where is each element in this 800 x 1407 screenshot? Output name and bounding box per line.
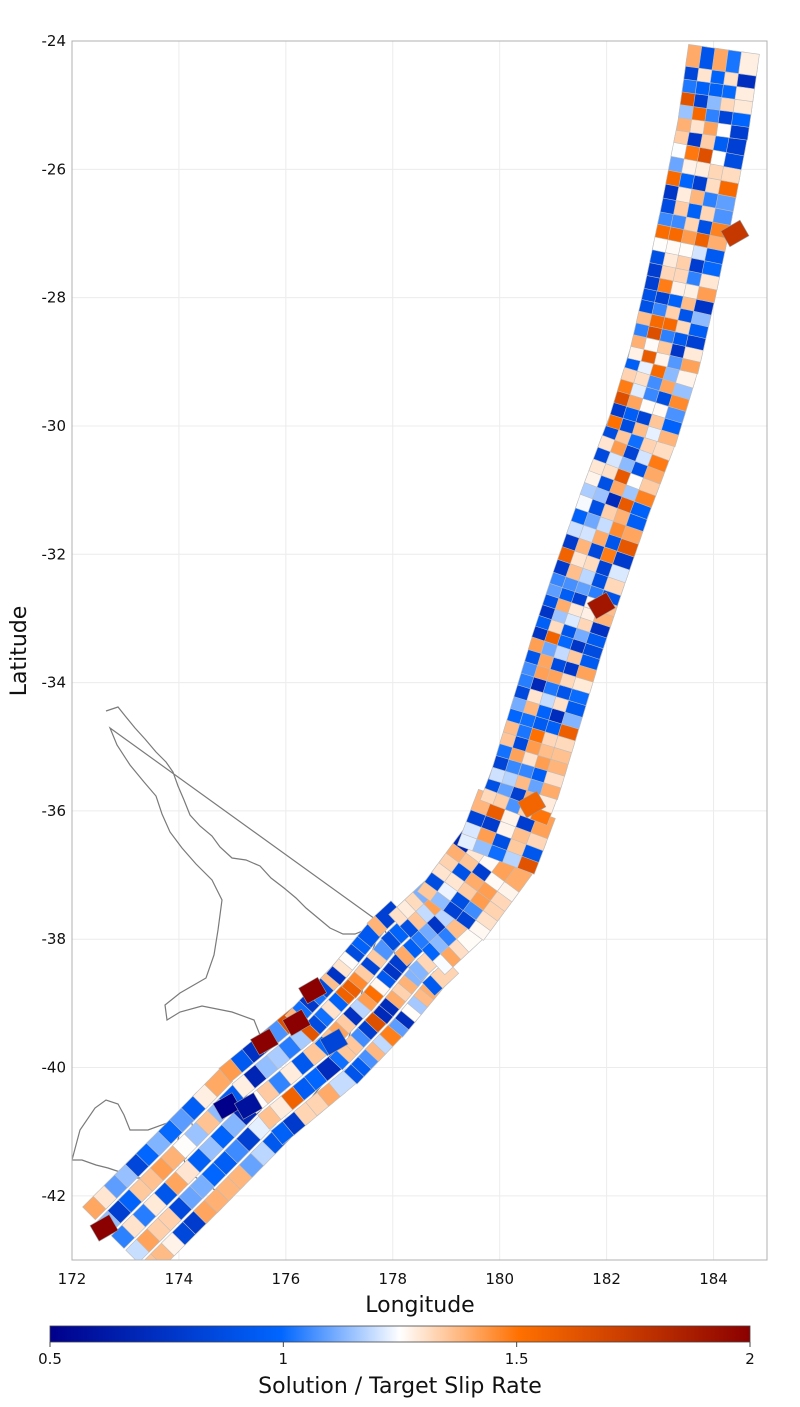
- highlighted-patch: [212, 1092, 242, 1120]
- y-tick-label: -28: [42, 289, 67, 307]
- colorbar-tick-label: 1.5: [505, 1350, 529, 1368]
- highlighted-patch: [319, 1028, 349, 1056]
- colorbar-gradient: [49, 1325, 751, 1343]
- colorbar-tick-label: 2: [745, 1350, 755, 1368]
- plot-frame: [71, 40, 768, 1261]
- highlighted-patch: [517, 790, 547, 819]
- x-tick-label: 180: [485, 1270, 514, 1288]
- colorbar-ticks: 0.5 1 1.5 2: [38, 1342, 755, 1368]
- grid-lines: [71, 40, 767, 1260]
- colorbar-tick-label: 1: [279, 1350, 289, 1368]
- highlighted-patch: [250, 1028, 279, 1056]
- fault-patch: [738, 51, 760, 77]
- highlighted-patch: [282, 1008, 311, 1037]
- x-tick-label: 172: [58, 1270, 87, 1288]
- y-axis-ticks: -24 -26 -28 -30 -32 -34 -36 -38 -40 -42: [42, 32, 67, 1205]
- highlighted-patch: [233, 1092, 263, 1120]
- y-tick-label: -42: [42, 1187, 67, 1205]
- y-tick-label: -32: [42, 545, 67, 563]
- y-tick-label: -34: [42, 674, 67, 692]
- x-axis-ticks: 172 174 176 178 180 182 184: [58, 1270, 728, 1288]
- x-tick-label: 184: [699, 1270, 728, 1288]
- x-axis-title: Longitude: [365, 1293, 474, 1318]
- highlighted-patch: [586, 591, 616, 620]
- x-tick-label: 174: [165, 1270, 194, 1288]
- y-tick-label: -30: [42, 417, 67, 435]
- colorbar-title: Solution / Target Slip Rate: [258, 1374, 542, 1399]
- y-tick-label: -24: [42, 32, 67, 50]
- y-tick-label: -40: [42, 1059, 67, 1077]
- fault-patches: [82, 44, 760, 1260]
- colorbar: 0.5 1 1.5 2 Solution / Target Slip Rate: [38, 1325, 755, 1399]
- y-tick-label: -38: [42, 930, 67, 948]
- colorbar-tick-label: 0.5: [38, 1350, 62, 1368]
- y-axis-title: Latitude: [7, 606, 32, 697]
- highlighted-patch: [720, 219, 750, 248]
- highlighted-patch: [298, 976, 328, 1005]
- highlighted-patch: [89, 1214, 119, 1242]
- y-tick-label: -36: [42, 802, 67, 820]
- y-tick-label: -26: [42, 160, 67, 178]
- x-tick-label: 178: [378, 1270, 407, 1288]
- south-island-coastline: [72, 1099, 197, 1179]
- x-tick-label: 176: [272, 1270, 301, 1288]
- x-tick-label: 182: [592, 1270, 621, 1288]
